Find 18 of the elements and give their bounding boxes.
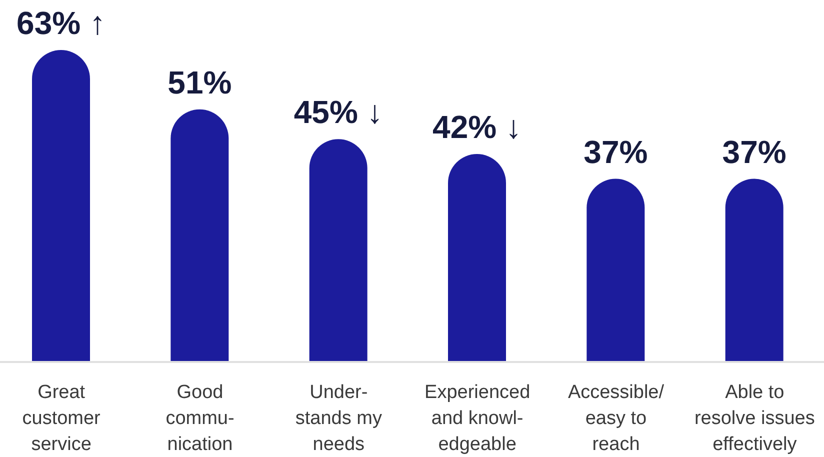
x-tick-label: Under- stands my needs	[295, 382, 382, 455]
bar	[725, 178, 784, 362]
x-tick-label: Experienced and knowl- edgeable	[424, 382, 530, 455]
x-tick-label: Able to resolve issues effectively	[694, 382, 815, 455]
x-tick-label: Good commu- nication	[166, 382, 234, 455]
x-tick-label: Great customer service	[22, 382, 102, 455]
data-label: 37%	[584, 134, 648, 170]
data-label: 37%	[722, 134, 786, 170]
data-label: 42% ↓	[432, 109, 522, 145]
x-tick-label: Accessible/ easy to reach	[568, 382, 665, 455]
bar	[448, 154, 506, 362]
bar	[586, 178, 645, 362]
bar	[309, 139, 368, 362]
data-label: 63% ↑	[16, 5, 106, 41]
bar	[32, 50, 90, 362]
data-label: 45% ↓	[294, 94, 383, 130]
bar	[170, 109, 229, 362]
data-label: 51%	[168, 64, 232, 100]
